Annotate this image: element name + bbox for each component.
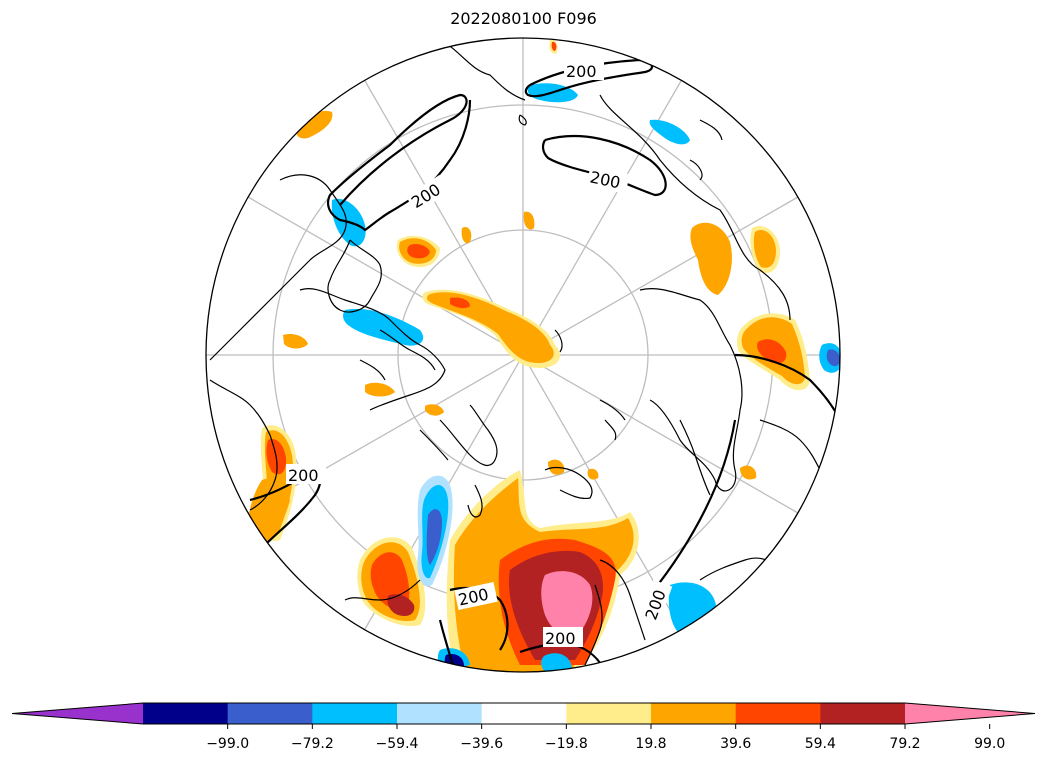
colorbar-segment <box>651 703 737 724</box>
colorbar-segment <box>566 703 652 724</box>
colorbar-tick-label: −59.4 <box>376 736 419 752</box>
colorbar-tick-label: −39.6 <box>460 736 503 752</box>
contour-label-200: 200 <box>545 629 576 648</box>
colorbar-outline <box>11 702 1036 725</box>
polar-stereographic-map: 200 200 200 200 200 200 200 <box>205 37 841 673</box>
map-boundary <box>205 37 841 673</box>
colorbar-tick-label: 59.4 <box>805 736 836 752</box>
contour-200-north-center <box>524 58 653 98</box>
colorbar-ticks: −99.0 −79.2 −59.4 −39.6 −19.8 19.8 39.6 59.4 79.… <box>206 724 1005 752</box>
colorbar-tick-label: 99.0 <box>974 736 1005 752</box>
colorbar-segment <box>143 703 229 724</box>
colorbar-segment <box>820 703 906 724</box>
contour-label-200: 200 <box>288 466 319 485</box>
colorbar-tick-label: −79.2 <box>291 736 334 752</box>
colorbar-tick-label: 19.8 <box>635 736 666 752</box>
colorbar-segment <box>312 703 398 724</box>
colorbar-segments <box>11 702 1036 725</box>
colorbar-tick-label: 79.2 <box>889 736 920 752</box>
contour-200-east <box>734 353 840 421</box>
colorbar-extend-max <box>905 703 1035 724</box>
colorbar-tick-label: −19.8 <box>545 736 588 752</box>
colorbar-tick-label: 39.6 <box>720 736 751 752</box>
colorbar-segment <box>227 703 313 724</box>
contour-200-north-right <box>541 134 667 197</box>
contour-label-200: 200 <box>566 62 597 81</box>
colorbar-extend-min <box>12 703 143 724</box>
map-title: 2022080100 F096 <box>450 9 597 28</box>
colorbar-tick-label: −99.0 <box>206 736 249 752</box>
contour-label-200: 200 <box>588 167 622 192</box>
coastlines <box>209 39 821 666</box>
colorbar-segment <box>735 703 821 724</box>
colorbar-segment <box>397 703 483 724</box>
anomaly-shading <box>248 39 840 672</box>
contour-200-southeast <box>649 419 737 596</box>
contour-label-200: 200 <box>641 587 669 622</box>
colorbar-segment <box>481 703 567 724</box>
